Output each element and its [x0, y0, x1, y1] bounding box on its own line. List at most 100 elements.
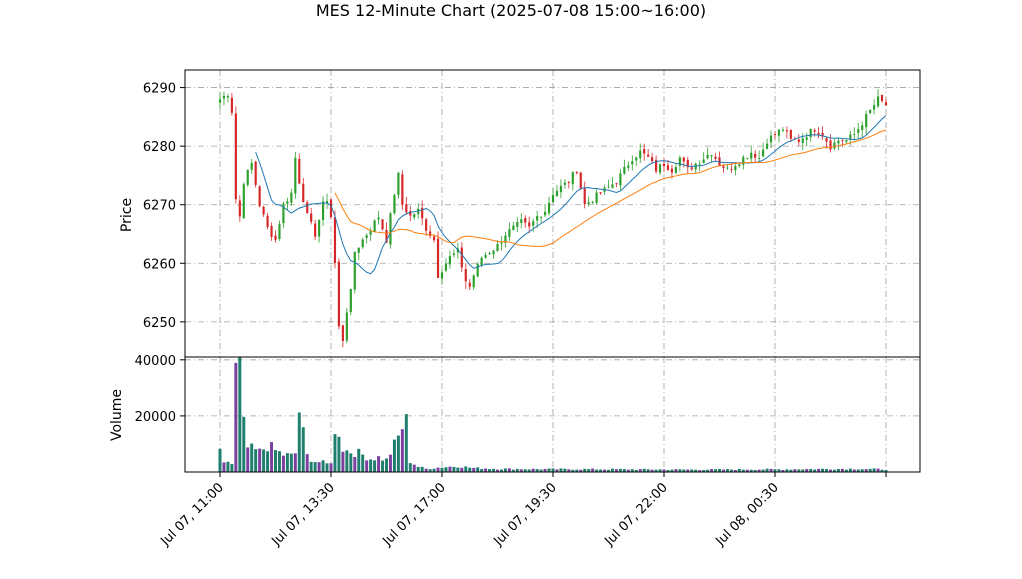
candle-body — [540, 216, 543, 218]
volume-bar — [694, 469, 698, 472]
candle-body — [789, 129, 792, 139]
candle-body — [464, 269, 467, 282]
volume-bar — [369, 459, 373, 472]
candle-body — [528, 222, 531, 227]
candle-body — [318, 219, 321, 237]
volume-bar — [448, 466, 452, 472]
volume-bar — [872, 468, 876, 472]
candle-body — [694, 163, 697, 170]
volume-bar — [388, 454, 392, 472]
candle-body — [341, 325, 344, 341]
candle-body — [587, 202, 590, 205]
volume-bar — [337, 436, 341, 472]
volume-bar — [714, 469, 718, 472]
volume-bar — [527, 469, 531, 472]
volume-bar — [519, 469, 523, 472]
candle-body — [290, 192, 293, 203]
candle-body — [627, 165, 630, 168]
volume-bar — [797, 469, 801, 472]
volume-bar — [789, 469, 793, 472]
volume-bar — [610, 468, 614, 472]
volume-bar — [503, 468, 507, 472]
volume-bar — [460, 467, 464, 472]
volume-bar — [844, 469, 848, 472]
price-tick-label: 6260 — [143, 257, 176, 272]
volume-bar — [496, 469, 499, 472]
candle-body — [714, 156, 717, 159]
volume-bar — [416, 466, 420, 472]
volume-bar — [646, 469, 650, 472]
candle-body — [821, 132, 824, 137]
volume-bar — [321, 460, 325, 472]
volume-bar — [365, 460, 369, 472]
volume-bar — [686, 469, 690, 472]
volume-bar — [761, 469, 765, 472]
volume-bar — [480, 469, 484, 472]
candle-body — [674, 167, 677, 173]
volume-bar — [725, 469, 729, 472]
volume-bar — [499, 469, 503, 472]
candle-body — [849, 134, 852, 139]
volume-bar — [638, 469, 642, 472]
candle-body — [246, 169, 249, 185]
candle-body — [615, 183, 618, 185]
volume-bar — [511, 469, 515, 472]
candle-body — [266, 215, 269, 228]
candle-body — [555, 190, 559, 197]
candle-body — [254, 161, 257, 185]
candle-body — [270, 225, 273, 237]
candle-body — [698, 163, 701, 165]
candle-body — [750, 152, 753, 159]
x-tick-label: Jul 07, 22:00 — [601, 480, 670, 549]
volume-bar — [543, 468, 547, 472]
volume-bar — [440, 467, 444, 472]
candle-body — [682, 157, 685, 162]
price-candles — [218, 89, 888, 348]
volume-bar — [408, 463, 412, 472]
candle-body — [226, 96, 230, 98]
candle-body — [639, 150, 642, 159]
volume-bar — [856, 469, 860, 472]
candle-body — [797, 139, 800, 142]
volume-bar — [246, 447, 250, 472]
volume-bar — [840, 468, 844, 472]
candle-body — [532, 221, 535, 226]
candle-body — [651, 157, 654, 162]
volume-bar — [277, 451, 281, 472]
volume-bar — [817, 468, 821, 472]
candle-body — [325, 201, 329, 203]
candle-body — [242, 184, 245, 219]
candle-body — [595, 192, 598, 203]
candle-body — [543, 211, 547, 216]
volume-bar — [595, 469, 599, 472]
volume-bar — [456, 467, 460, 472]
volume-bar — [626, 469, 630, 472]
candle-body — [666, 165, 670, 170]
candle-body — [829, 140, 832, 150]
volume-bar — [880, 469, 884, 472]
candle-body — [310, 213, 313, 222]
volume-bar — [765, 468, 769, 472]
volume-bar — [698, 470, 702, 472]
volume-bar — [733, 470, 737, 472]
candle-body — [476, 263, 479, 277]
volume-bar — [464, 466, 468, 472]
volume-bar — [737, 468, 741, 472]
candle-body — [567, 181, 570, 183]
volume-bar — [551, 468, 555, 472]
price-tick-label: 6270 — [143, 199, 176, 214]
candle-body — [488, 253, 491, 255]
candle-body — [381, 219, 384, 230]
volume-bar — [523, 469, 527, 472]
volume-bar — [234, 362, 238, 472]
candle-body — [880, 94, 884, 101]
volume-bar — [476, 467, 480, 472]
volume-bar — [547, 468, 551, 472]
candle-body — [623, 166, 626, 174]
volume-bar — [428, 469, 432, 472]
volume-bar — [674, 469, 678, 472]
candle-body — [746, 157, 749, 159]
candle-body — [524, 217, 527, 223]
volume-bar — [381, 460, 385, 472]
candle-body — [702, 159, 705, 164]
